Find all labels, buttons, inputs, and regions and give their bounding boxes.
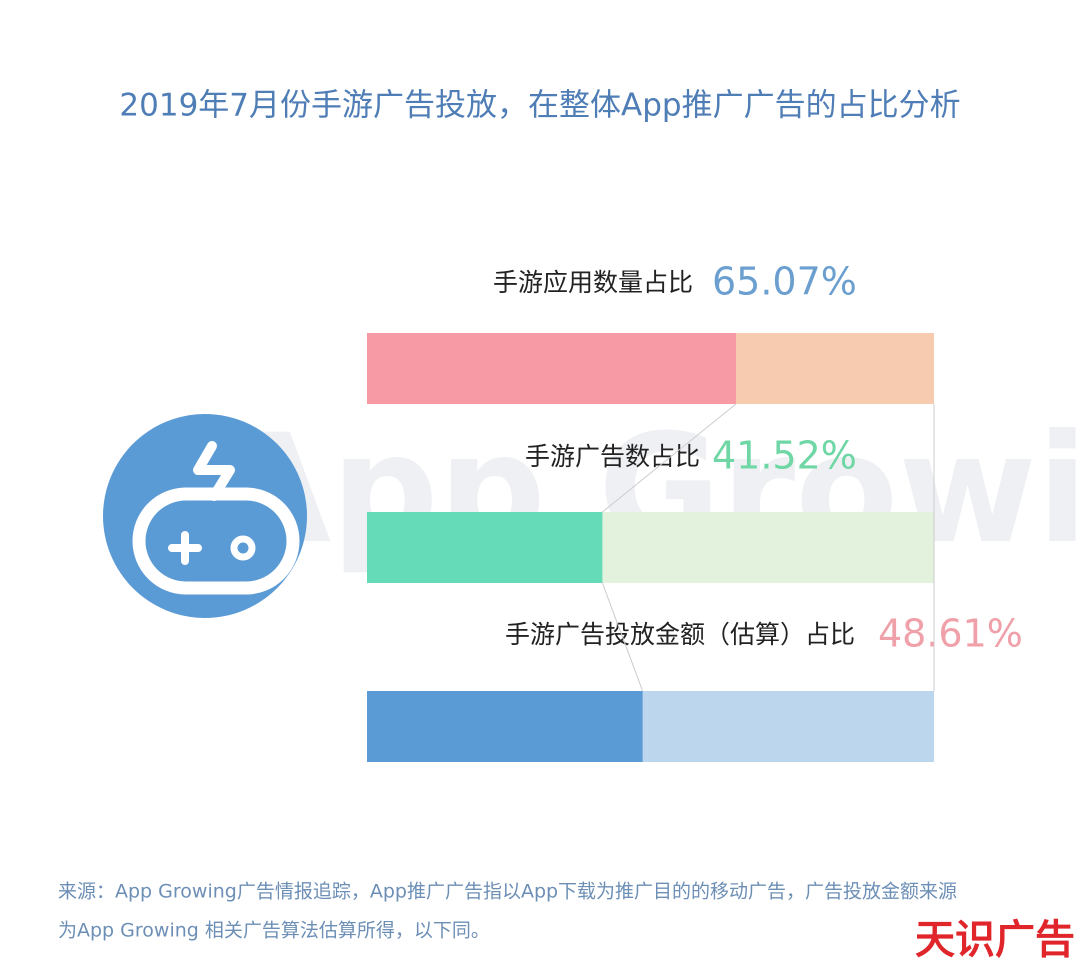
connector [602,403,737,513]
value-label: 48.61% [878,612,1023,656]
bar [367,512,603,583]
source-note: 为App Growing 相关广告算法估算所得，以下同。 [58,920,490,942]
connector [601,582,644,692]
category-label: 手游应用数量占比 [493,268,693,297]
bar [367,333,736,404]
logo: 天识广告 [915,917,1075,962]
bar [367,691,643,762]
game-icon [103,414,307,618]
category-label: 手游广告投放金额（估算）占比 [505,620,855,649]
value-label: 65.07% [712,260,857,304]
chart-title: 2019年7月份手游广告投放，在整体App推广广告的占比分析 [119,88,960,124]
source-note: 来源：App Growing广告情报追踪，App推广广告指以App下载为推广目的… [58,881,957,903]
value-label: 41.52% [712,434,857,478]
category-label: 手游广告数占比 [525,442,700,471]
